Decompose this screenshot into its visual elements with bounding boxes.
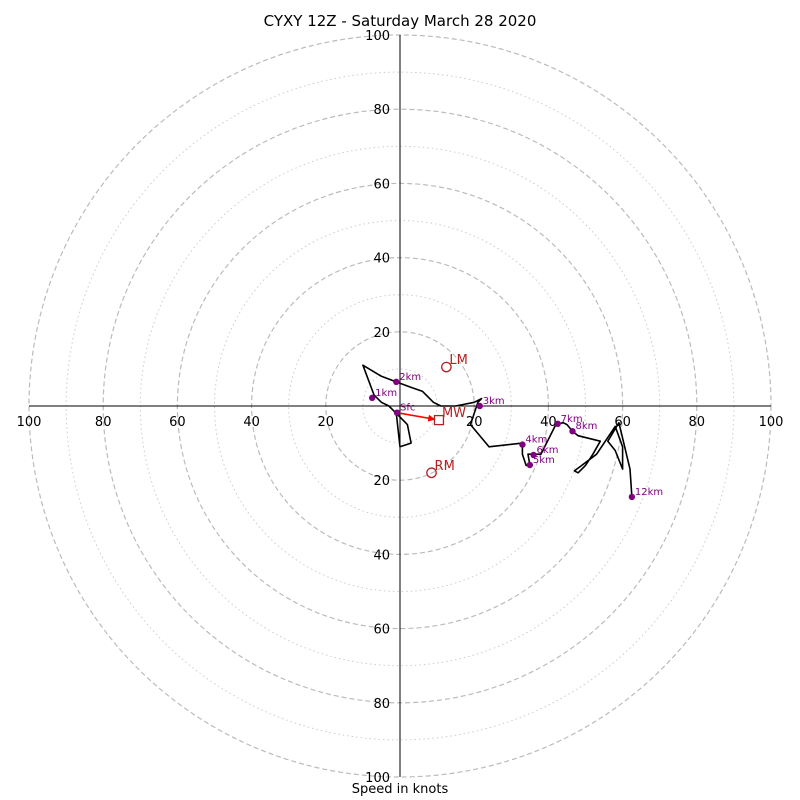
- storm-motion-marker-lm: [441, 361, 452, 373]
- height-label-5km: 5km: [533, 455, 555, 466]
- x-axis-label: Speed in knots: [351, 782, 449, 797]
- height-label-8km: 8km: [576, 421, 598, 432]
- storm-motion-marker-rm: [426, 467, 437, 479]
- tick-label-top-20: 20: [373, 326, 390, 341]
- tick-label-left-100: 100: [17, 415, 42, 430]
- tick-label-right-40: 40: [540, 415, 557, 430]
- tick-label-right-20: 20: [466, 415, 483, 430]
- tick-label-top-80: 80: [373, 103, 390, 118]
- tick-label-right-100: 100: [759, 415, 784, 430]
- tick-label-top-100: 100: [365, 29, 390, 44]
- tick-label-bottom-100: 100: [365, 771, 390, 786]
- chart-title: CYXY 12Z - Saturday March 28 2020: [263, 12, 537, 30]
- height-label-1km: 1km: [375, 388, 397, 399]
- shear-vector-arrowhead: [427, 414, 436, 422]
- storm-motion-label-lm: LM: [449, 353, 467, 368]
- height-label-6km: 6km: [537, 445, 559, 456]
- tick-label-bottom-40: 40: [373, 548, 390, 563]
- height-label-7km: 7km: [561, 414, 583, 425]
- tick-label-right-80: 80: [689, 415, 706, 430]
- shear-vector-group: [396, 411, 436, 422]
- storm-motion-label-rm: RM: [435, 459, 455, 474]
- storm-motion-markers: LM MW RM: [426, 353, 468, 479]
- storm-motion-label-mw: MW: [442, 406, 466, 421]
- tick-label-left-80: 80: [95, 415, 112, 430]
- height-marker-2km: [393, 378, 400, 386]
- tick-label-top-60: 60: [373, 177, 390, 192]
- height-label-12km: 12km: [635, 487, 663, 498]
- height-marker-4km: [519, 441, 526, 448]
- height-marker-6km: [530, 451, 537, 459]
- tick-label-bottom-80: 80: [373, 697, 390, 712]
- hodograph-trace: [362, 364, 633, 497]
- height-marker-12km: [628, 493, 636, 501]
- height-marker-3km: [476, 402, 483, 410]
- tick-label-left-40: 40: [243, 415, 260, 430]
- tick-label-bottom-20: 20: [373, 474, 390, 489]
- height-marker-sfc: [393, 409, 401, 416]
- height-label-4km: 4km: [525, 435, 547, 446]
- height-label-3km: 3km: [483, 396, 505, 407]
- height-marker-8km: [569, 428, 576, 435]
- tick-label-right-60: 60: [614, 415, 631, 430]
- storm-motion-marker-mw: [433, 414, 445, 426]
- tick-label-top-40: 40: [373, 252, 390, 267]
- axes: [29, 35, 771, 777]
- height-marker-1km: [368, 394, 376, 402]
- axis-tick-labels: 20 20 20 20 40 40 40 40 60 60 60 60 80 80 80 80 100 100 10…: [17, 29, 784, 786]
- height-label-sfc: Sfc: [400, 403, 415, 414]
- tick-label-left-60: 60: [169, 415, 186, 430]
- height-label-2km: 2km: [399, 372, 421, 383]
- height-marker-7km: [554, 420, 561, 428]
- tick-label-bottom-60: 60: [373, 623, 390, 638]
- hodograph-trace-group: [362, 364, 633, 497]
- height-marker-5km: [526, 461, 534, 469]
- tick-label-left-20: 20: [318, 415, 335, 430]
